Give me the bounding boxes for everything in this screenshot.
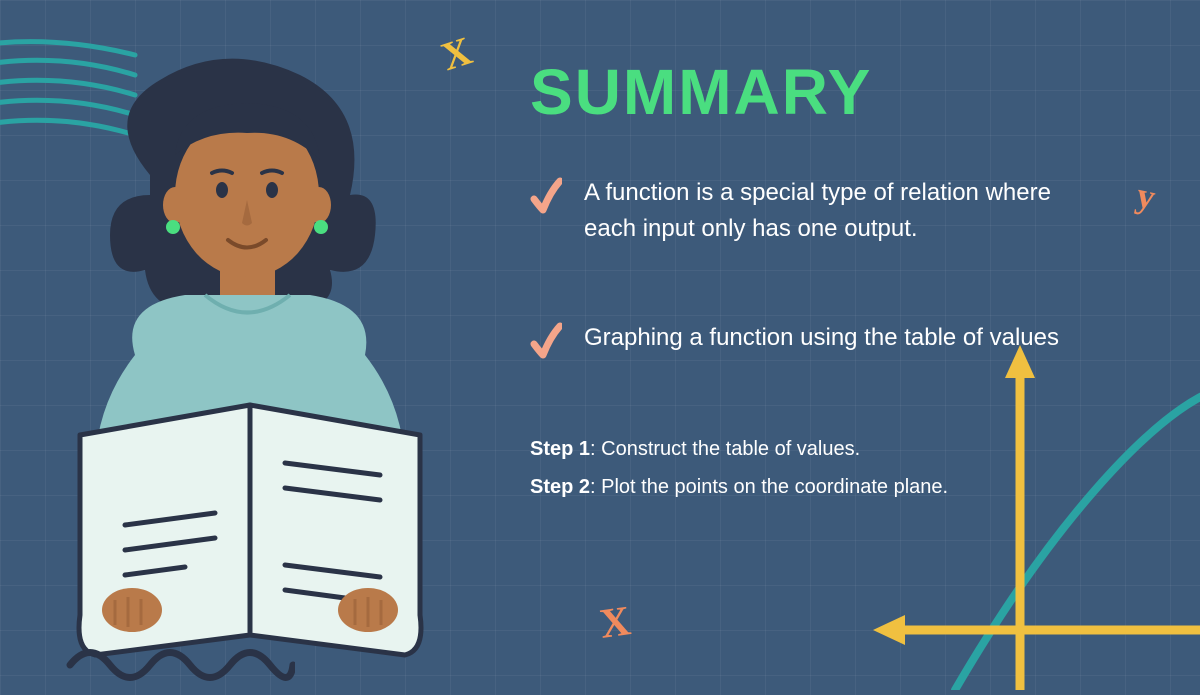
check-icon [530,322,562,360]
slide: SUMMARY A function is a special type of … [0,0,1200,675]
step-1-label: Step 1 [530,438,590,460]
check-icon [530,177,562,215]
bullet-item-1: A function is a special type of relation… [530,175,1090,247]
squiggle-decoration [65,635,295,695]
step-1-text: : Construct the table of values. [590,438,860,460]
axes-diagram [865,330,1200,690]
bullet-text-1: A function is a special type of relation… [584,175,1090,247]
step-2-label: Step 2 [530,476,590,498]
person-illustration [40,55,470,675]
decor-y-right: y [1133,174,1159,219]
slide-title: SUMMARY [530,55,872,129]
decor-x-bottom: X [597,597,634,649]
